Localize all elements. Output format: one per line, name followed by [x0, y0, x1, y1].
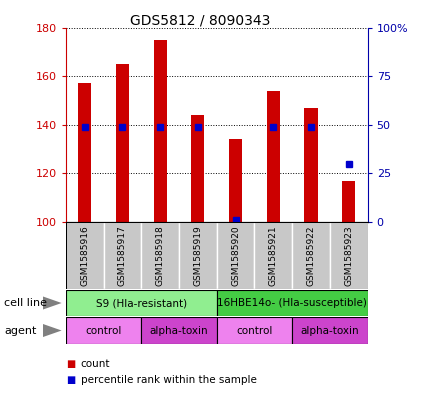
Bar — [104, 222, 141, 289]
Text: GSM1585922: GSM1585922 — [306, 225, 315, 286]
Bar — [292, 222, 330, 289]
Text: alpha-toxin: alpha-toxin — [300, 325, 359, 336]
Bar — [191, 115, 204, 222]
Text: GSM1585921: GSM1585921 — [269, 225, 278, 286]
Text: GSM1585920: GSM1585920 — [231, 225, 240, 286]
Text: percentile rank within the sample: percentile rank within the sample — [81, 375, 257, 386]
Text: 16HBE14o- (Hla-susceptible): 16HBE14o- (Hla-susceptible) — [217, 298, 367, 308]
Bar — [179, 222, 217, 289]
Bar — [116, 64, 129, 222]
Text: ■: ■ — [66, 375, 75, 386]
Bar — [267, 91, 280, 222]
Bar — [342, 181, 355, 222]
Text: control: control — [236, 325, 273, 336]
Polygon shape — [42, 324, 62, 337]
Bar — [153, 40, 167, 222]
Bar — [66, 317, 141, 344]
Text: ■: ■ — [66, 358, 75, 369]
Text: GSM1585919: GSM1585919 — [193, 225, 202, 286]
Bar — [66, 290, 217, 316]
Bar — [217, 222, 255, 289]
Text: GDS5812 / 8090343: GDS5812 / 8090343 — [130, 14, 270, 28]
Text: GSM1585918: GSM1585918 — [156, 225, 164, 286]
Bar — [304, 108, 317, 222]
Bar — [141, 222, 179, 289]
Bar — [330, 222, 368, 289]
Bar — [217, 317, 292, 344]
Text: control: control — [85, 325, 122, 336]
Text: cell line: cell line — [4, 298, 47, 308]
Text: alpha-toxin: alpha-toxin — [150, 325, 208, 336]
Bar — [217, 290, 368, 316]
Bar — [141, 317, 217, 344]
Text: count: count — [81, 358, 110, 369]
Polygon shape — [42, 296, 62, 310]
Text: agent: agent — [4, 325, 37, 336]
Text: GSM1585923: GSM1585923 — [344, 225, 353, 286]
Bar — [229, 140, 242, 222]
Bar — [255, 222, 292, 289]
Text: GSM1585916: GSM1585916 — [80, 225, 89, 286]
Bar — [66, 222, 104, 289]
Text: GSM1585917: GSM1585917 — [118, 225, 127, 286]
Bar — [292, 317, 368, 344]
Bar — [78, 83, 91, 222]
Text: S9 (Hla-resistant): S9 (Hla-resistant) — [96, 298, 187, 308]
